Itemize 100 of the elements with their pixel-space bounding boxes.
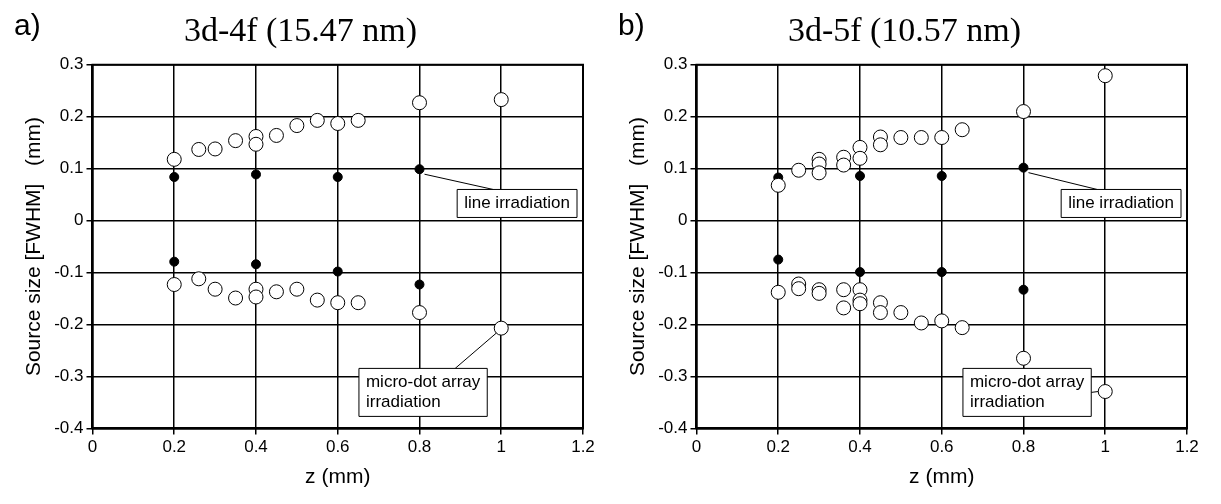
point (936, 267, 947, 278)
point (228, 290, 244, 306)
x-tick-label: 1.2 (571, 437, 595, 457)
point (412, 95, 427, 111)
point (791, 162, 807, 178)
point (791, 281, 807, 297)
point (169, 256, 180, 267)
point (207, 281, 223, 297)
point (332, 172, 343, 182)
point (913, 315, 929, 331)
point (836, 300, 852, 316)
x-tick-label: 0.2 (766, 437, 791, 457)
point (332, 266, 343, 277)
point (770, 284, 786, 300)
point (251, 259, 261, 270)
point (773, 254, 784, 265)
x-tick-label: 1.2 (1175, 437, 1199, 457)
point (872, 137, 888, 153)
chart-title: 3d-5f (10.57 nm) (787, 11, 1022, 50)
point (350, 112, 366, 128)
point (350, 295, 366, 311)
point (855, 170, 865, 181)
y-tick-label: 0.2 (663, 106, 688, 126)
point (1097, 68, 1113, 84)
chart-title: 3d-4f (15.47 nm) (183, 11, 418, 50)
x-tick-label: 0 (87, 437, 98, 457)
point (852, 150, 868, 166)
y-tick-label: 0.3 (59, 54, 84, 74)
text: a) (14, 8, 41, 42)
point (289, 281, 305, 297)
x-axis-title: z (mm) (305, 464, 371, 488)
x-tick-label: 0.6 (325, 437, 350, 457)
x-axis-title: z (mm) (909, 464, 975, 488)
point (268, 127, 284, 143)
y-tick-label: 0 (74, 210, 84, 230)
point (893, 305, 909, 321)
x-tick-label: 1 (1100, 437, 1110, 457)
point (934, 313, 950, 329)
y-tick-label: 0 (678, 210, 688, 230)
x-tick-label: 0.8 (407, 437, 432, 457)
point (1018, 162, 1029, 173)
point (414, 164, 425, 175)
point (248, 136, 264, 152)
y-axis-title: Source size [FWHM] (mm) (625, 117, 649, 377)
point (414, 279, 425, 290)
point (169, 172, 180, 182)
point (412, 305, 427, 321)
point (191, 271, 207, 287)
point (268, 284, 284, 300)
point (330, 295, 346, 311)
point (493, 92, 509, 108)
point (1097, 384, 1113, 400)
x-tick-label: 0.8 (1011, 437, 1036, 457)
y-tick-label: 0.1 (663, 158, 688, 178)
x-tick-label: 0.6 (929, 437, 954, 457)
point (330, 116, 346, 131)
x-tick-label: 0.4 (848, 437, 872, 457)
point (309, 292, 325, 308)
x-tick-label: 1 (496, 437, 506, 457)
y-tick-label: 0.3 (663, 54, 688, 74)
point (770, 177, 786, 193)
point (852, 296, 868, 312)
point (872, 305, 888, 321)
point (166, 277, 182, 293)
point (493, 320, 509, 336)
point (1018, 284, 1029, 295)
point (811, 165, 827, 181)
x-tick-label: 0.4 (244, 437, 268, 457)
point (248, 289, 264, 305)
point (289, 118, 305, 134)
x-tick-label: 0.2 (162, 437, 187, 457)
y-tick-label: -0.2 (54, 314, 84, 334)
point (207, 141, 223, 157)
point (251, 169, 261, 180)
point (934, 130, 950, 146)
legend-label: micro-dot array irradiation (365, 371, 481, 411)
legend-label: line irradiation (464, 192, 571, 212)
y-tick-label: -0.1 (658, 262, 688, 282)
y-tick-label: -0.1 (54, 262, 84, 282)
x-tick-label: 0 (691, 437, 702, 457)
point (166, 151, 182, 167)
y-tick-label: 0.1 (59, 158, 84, 178)
point (836, 282, 852, 298)
point (954, 122, 970, 138)
point (228, 133, 244, 149)
point (954, 320, 970, 336)
point (913, 130, 929, 146)
y-tick-label: -0.2 (658, 314, 688, 334)
y-tick-label: -0.3 (658, 366, 688, 386)
y-tick-label: 0.2 (59, 106, 84, 126)
point (836, 157, 852, 173)
y-axis-title: Source size [FWHM] (mm) (21, 117, 45, 377)
text: line irradiation (1068, 192, 1175, 212)
point (1016, 350, 1031, 366)
y-tick-label: -0.4 (54, 418, 84, 438)
point (1016, 104, 1031, 120)
legend-label: micro-dot array irradiation (969, 371, 1085, 411)
point (936, 170, 947, 181)
text: b) (618, 8, 645, 42)
y-tick-label: -0.4 (658, 418, 688, 438)
